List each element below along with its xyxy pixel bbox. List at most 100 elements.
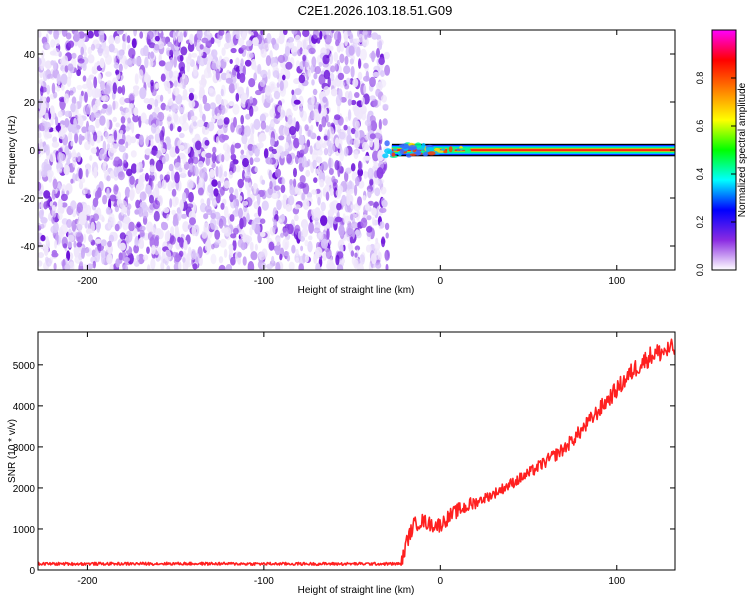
heatmap-x-axis-label: Height of straight line (km) [298, 285, 415, 296]
heatmap-cell [316, 140, 320, 150]
heatmap-cell [379, 79, 387, 88]
heatmap-cell [202, 113, 206, 123]
heatmap-cell [239, 72, 246, 84]
heatmap-cell [311, 152, 319, 162]
heatmap-cell [86, 263, 94, 270]
heatmap-cell [145, 134, 149, 147]
heatmap-cell [372, 71, 380, 78]
heatmap-cell [365, 244, 372, 253]
heatmap-cell [150, 180, 154, 191]
heatmap-cell [360, 217, 368, 229]
heatmap-cell [129, 136, 137, 144]
heatmap-cell [178, 145, 185, 151]
heatmap-cell [198, 256, 203, 267]
heatmap-cell [319, 231, 324, 241]
heatmap-signal-blob [399, 148, 404, 155]
heatmap-cell [135, 56, 142, 67]
heatmap-cell [293, 178, 297, 188]
heatmap-cell [302, 198, 310, 210]
heatmap-cell [371, 216, 376, 226]
heatmap-cell [179, 76, 184, 89]
heatmap-cell [246, 40, 253, 47]
heatmap-cell [241, 134, 248, 145]
heatmap-cell [347, 98, 352, 106]
heatmap-cell [380, 70, 385, 77]
heatmap-cell [311, 189, 317, 195]
heatmap-cell [150, 51, 155, 59]
heatmap-cell [283, 251, 290, 257]
heatmap-cell [161, 222, 169, 231]
heatmap-cell [286, 153, 292, 164]
heatmap-cell [224, 42, 230, 50]
heatmap-cell [331, 30, 335, 34]
heatmap-cell [233, 82, 238, 90]
heatmap-cell [133, 244, 140, 254]
heatmap-cell [113, 156, 121, 165]
heatmap-cell [327, 143, 336, 155]
heatmap-cell [108, 35, 115, 46]
heatmap-cell [78, 133, 83, 146]
heatmap-cell [97, 48, 103, 57]
heatmap-cell [323, 30, 331, 35]
heatmap-cell [75, 231, 82, 237]
heatmap-cell [53, 262, 57, 270]
heatmap-cell [350, 204, 356, 210]
heatmap-cell [61, 30, 68, 37]
heatmap-cell [348, 188, 354, 194]
heatmap-cell [44, 112, 49, 121]
heatmap-x-tick-label: 0 [438, 276, 444, 287]
heatmap-cell [373, 162, 379, 168]
heatmap-cell [146, 246, 150, 254]
heatmap-cell [66, 190, 70, 196]
heatmap-cell [310, 124, 314, 131]
heatmap-cell [385, 232, 389, 239]
heatmap-cell [270, 121, 275, 128]
heatmap-cell [357, 196, 362, 206]
heatmap-cell [218, 133, 226, 143]
heatmap-cell [380, 238, 386, 245]
heatmap-cell [339, 80, 345, 88]
heatmap-cell [74, 132, 79, 144]
heatmap-cell [90, 221, 95, 234]
heatmap-cell [232, 103, 240, 115]
heatmap-cell [287, 114, 293, 125]
heatmap-cell [127, 44, 131, 51]
heatmap-cell [88, 74, 95, 80]
heatmap-cell [87, 30, 94, 39]
heatmap-y-tick-label: -40 [21, 242, 36, 253]
heatmap-cell [63, 93, 69, 104]
heatmap-cell [372, 150, 380, 162]
heatmap-cell [284, 69, 291, 80]
heatmap-cell [106, 253, 113, 265]
heatmap-cell [44, 121, 51, 131]
heatmap-cell [371, 32, 379, 40]
heatmap-cell [206, 197, 211, 207]
heatmap-cell [154, 43, 160, 51]
heatmap-cell [378, 40, 383, 50]
snr-x-tick-label: 100 [608, 576, 625, 587]
heatmap-cell [240, 58, 244, 67]
heatmap-cell [317, 196, 321, 206]
heatmap-cell [168, 70, 173, 79]
heatmap-cell [72, 157, 77, 168]
snr-y-tick-label: 0 [29, 566, 35, 577]
heatmap-cell [55, 116, 59, 126]
heatmap-cell [217, 180, 221, 189]
heatmap-cell [131, 38, 137, 49]
heatmap-cell [38, 241, 42, 248]
heatmap-cell [346, 224, 354, 236]
heatmap-cell [302, 54, 307, 62]
heatmap-cell [229, 194, 237, 200]
heatmap-cell [293, 99, 301, 105]
heatmap-cell [190, 248, 196, 261]
heatmap-cell [319, 138, 323, 148]
heatmap-cell [237, 86, 244, 95]
heatmap-cell [212, 146, 217, 154]
heatmap-cell [165, 174, 171, 181]
heatmap-cell [209, 89, 216, 97]
heatmap-cell [154, 245, 160, 256]
heatmap-cell [289, 126, 297, 136]
heatmap-cell [51, 109, 56, 120]
heatmap-cell [242, 169, 246, 181]
heatmap-cell [258, 134, 263, 143]
